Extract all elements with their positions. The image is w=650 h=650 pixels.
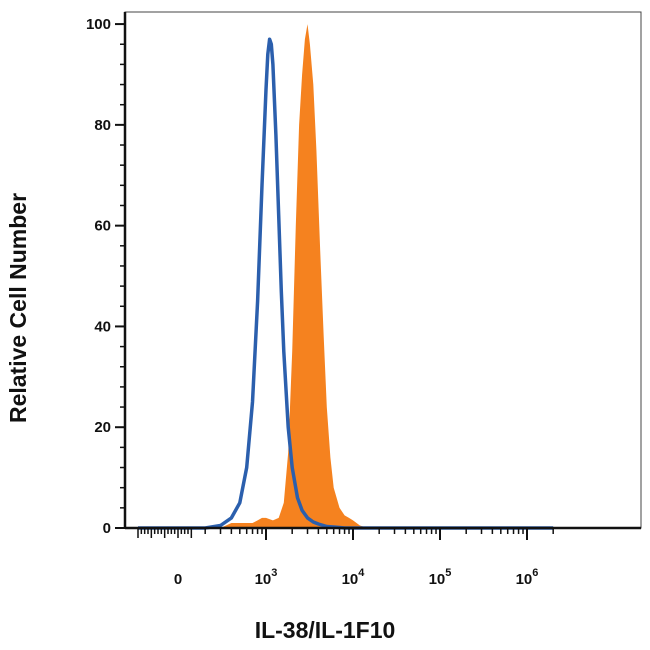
x-tick-exponent: 6 xyxy=(532,567,538,579)
control-histogram-outline xyxy=(138,37,554,530)
x-tick-exponent: 3 xyxy=(271,567,277,579)
y-tick-label: 60 xyxy=(94,218,111,235)
x-tick-label: 103 xyxy=(255,567,278,588)
y-axis-ticks: 0 20 40 60 80 100 xyxy=(86,16,125,537)
y-tick-label: 80 xyxy=(94,117,111,134)
y-tick-label: 100 xyxy=(86,16,111,33)
x-tick-label: 105 xyxy=(429,567,452,588)
x-tick-label: 104 xyxy=(342,567,366,588)
x-tick-label: 0 xyxy=(174,571,182,588)
x-axis-title: IL-38/IL-1F10 xyxy=(255,617,396,643)
plot-frame xyxy=(124,11,642,529)
y-tick-label: 20 xyxy=(94,419,111,436)
x-tick-label: 106 xyxy=(516,567,539,588)
x-tick-exponent: 5 xyxy=(445,567,451,579)
y-tick-label: 0 xyxy=(103,520,111,537)
x-tick-exponent: 4 xyxy=(358,567,365,579)
sample-histogram-filled xyxy=(220,24,369,528)
plot-area xyxy=(123,11,642,530)
y-axis-title: Relative Cell Number xyxy=(5,193,31,423)
y-tick-label: 40 xyxy=(94,318,111,335)
x-axis-ticks: 0 103 104 105 106 xyxy=(137,528,554,588)
